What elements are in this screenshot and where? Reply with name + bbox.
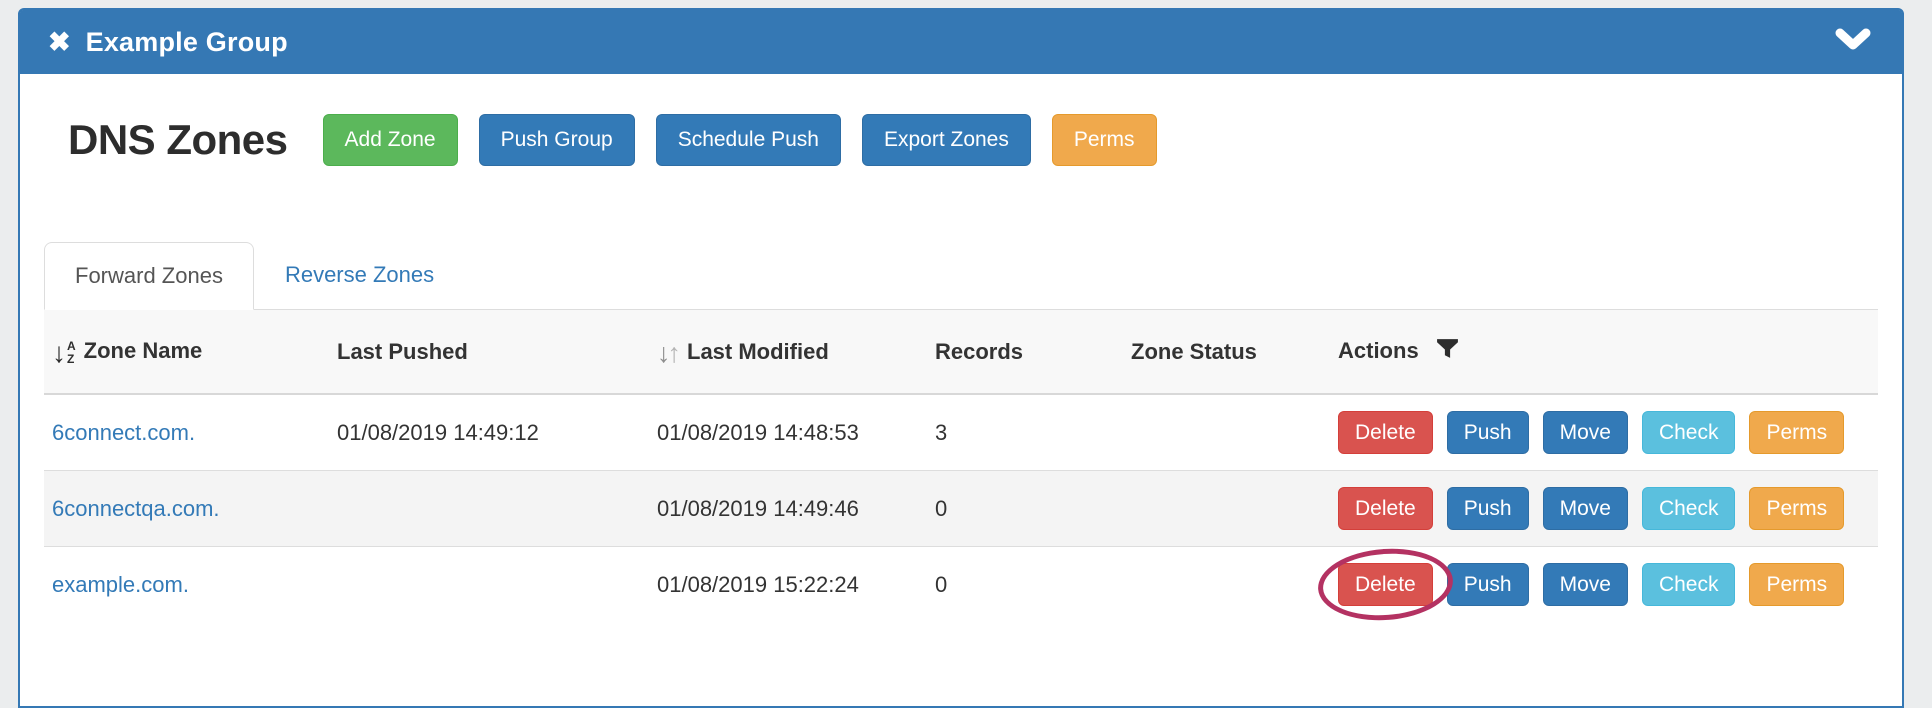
page-title: DNS Zones	[68, 116, 288, 163]
delete-button[interactable]: Delete	[1338, 563, 1433, 607]
table-row: 6connect.com. 01/08/2019 14:49:12 01/08/…	[44, 394, 1878, 471]
perms-button[interactable]: Perms	[1749, 487, 1845, 531]
column-header-actions: Actions	[1330, 310, 1878, 395]
check-button[interactable]: Check	[1641, 411, 1736, 455]
chevron-down-icon	[1834, 27, 1872, 58]
last-modified-cell: 01/08/2019 14:49:46	[649, 470, 927, 547]
panel-body: DNS Zones Add Zone Push Group Schedule P…	[20, 74, 1902, 652]
column-label: Actions	[1338, 338, 1419, 363]
push-button[interactable]: Push	[1446, 563, 1529, 607]
push-group-button[interactable]: Push Group	[478, 114, 635, 166]
sort-alpha-asc-icon[interactable]: ↓ A Z	[52, 336, 76, 368]
sort-icon[interactable]: ↓ ↑	[657, 337, 681, 368]
column-header-zone-name[interactable]: ↓ A Z Zone Name	[44, 310, 329, 395]
row-actions: Delete Push Move Check Perms	[1338, 487, 1868, 531]
perms-button[interactable]: Perms	[1749, 563, 1845, 607]
column-label: Zone Status	[1131, 338, 1257, 364]
last-pushed-cell	[329, 470, 649, 547]
column-header-records: Records	[927, 310, 1123, 395]
check-button[interactable]: Check	[1641, 563, 1736, 607]
row-actions: Delete Push Move Check Perms	[1338, 411, 1868, 455]
table-row: 6connectqa.com. 01/08/2019 14:49:46 0 De…	[44, 470, 1878, 547]
tab-reverse-zones[interactable]: Reverse Zones	[284, 262, 435, 287]
perms-group-button[interactable]: Perms	[1051, 114, 1157, 166]
example-group-panel: ✖ Example Group DNS Zones Add Zone Push …	[18, 8, 1904, 708]
schedule-push-button[interactable]: Schedule Push	[655, 114, 841, 166]
row-actions: Delete Push Move Check Perms	[1315, 544, 1868, 625]
zone-name-link[interactable]: 6connect.com.	[52, 419, 196, 445]
column-header-last-modified[interactable]: ↓ ↑ Last Modified	[649, 310, 927, 395]
zone-name-link[interactable]: 6connectqa.com.	[52, 495, 220, 521]
delete-button[interactable]: Delete	[1338, 487, 1433, 531]
annotated-delete-wrapper: Delete	[1315, 544, 1456, 625]
filter-icon[interactable]	[1429, 339, 1460, 366]
column-header-zone-status: Zone Status	[1123, 310, 1330, 395]
move-button[interactable]: Move	[1542, 411, 1628, 455]
zone-status-cell	[1123, 546, 1330, 623]
panel-title: Example Group	[85, 26, 288, 57]
table-row: example.com. 01/08/2019 15:22:24 0 Delet…	[44, 544, 1878, 625]
perms-button[interactable]: Perms	[1749, 411, 1845, 455]
records-cell: 0	[927, 546, 1123, 623]
zone-name-link[interactable]: example.com.	[52, 571, 189, 597]
move-button[interactable]: Move	[1542, 487, 1628, 531]
column-label: Last Modified	[687, 338, 829, 364]
records-cell: 0	[927, 470, 1123, 547]
last-pushed-cell: 01/08/2019 14:49:12	[337, 419, 539, 445]
last-pushed-cell	[329, 546, 649, 623]
last-modified-cell: 01/08/2019 14:48:53	[657, 419, 859, 445]
column-label: Last Pushed	[337, 338, 468, 364]
push-button[interactable]: Push	[1446, 411, 1529, 455]
add-zone-button[interactable]: Add Zone	[322, 114, 458, 166]
move-button[interactable]: Move	[1542, 563, 1628, 607]
zone-status-cell	[1123, 394, 1330, 471]
toolbar: DNS Zones Add Zone Push Group Schedule P…	[44, 114, 1878, 166]
table-header-row: ↓ A Z Zone Name Last Pushed ↓ ↑ Last Modified…	[44, 310, 1878, 395]
check-button[interactable]: Check	[1641, 487, 1736, 531]
zones-table: ↓ A Z Zone Name Last Pushed ↓ ↑ Last Modified…	[44, 310, 1878, 625]
last-modified-cell: 01/08/2019 15:22:24	[649, 546, 927, 623]
tab-forward-zones[interactable]: Forward Zones	[44, 242, 254, 310]
zone-status-cell	[1123, 470, 1330, 547]
collapse-button[interactable]	[1834, 27, 1872, 58]
panel-header: ✖ Example Group	[20, 10, 1902, 74]
close-icon[interactable]: ✖	[48, 26, 71, 57]
records-cell: 3	[935, 419, 948, 445]
export-zones-button[interactable]: Export Zones	[861, 114, 1031, 166]
column-header-last-pushed: Last Pushed	[329, 310, 649, 395]
zone-tabs: Forward Zones Reverse Zones	[44, 241, 1878, 310]
delete-button[interactable]: Delete	[1338, 411, 1433, 455]
push-button[interactable]: Push	[1446, 487, 1529, 531]
column-label: Zone Name	[83, 337, 203, 363]
column-label: Records	[935, 338, 1024, 364]
